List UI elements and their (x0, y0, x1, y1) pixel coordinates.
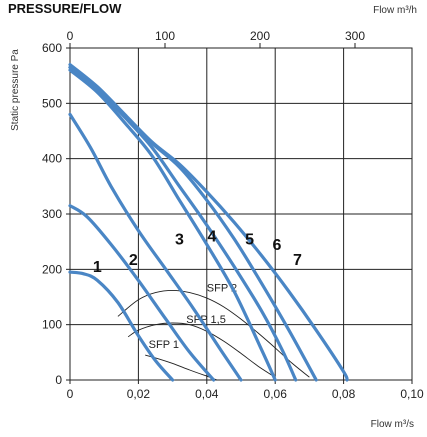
x2-tick-label: 300 (345, 29, 365, 43)
x2-tick-label: 0 (67, 29, 74, 43)
sfp-curve (127, 322, 276, 378)
x-tick-label: 0 (67, 387, 74, 401)
fan-curve-4 (68, 68, 277, 382)
sfp-curve (117, 289, 310, 378)
y-tick-label: 0 (55, 373, 62, 387)
fan-curve-5 (68, 65, 298, 382)
sfp-label: SFP 1,5 (186, 314, 226, 326)
curve-label-4: 4 (207, 229, 216, 246)
x-axis-label: Flow m³/s (371, 419, 414, 430)
y-tick-label: 400 (42, 152, 62, 166)
y-tick-label: 600 (42, 41, 62, 55)
chart-title: PRESSURE/FLOW (8, 1, 122, 16)
fan-curve-2 (68, 204, 216, 382)
y-tick-label: 200 (42, 262, 62, 276)
x-tick-label: 0,10 (400, 387, 424, 401)
x-tick-label: 0,08 (332, 387, 356, 401)
x2-tick-label: 100 (155, 29, 175, 43)
sfp-label: SFP 1 (149, 339, 179, 351)
x-tick-label: 0,06 (264, 387, 288, 401)
y-axis-label: Static pressure Pa (10, 49, 21, 131)
curve-label-5: 5 (245, 231, 254, 248)
tick-labels: 0 0,02 0,04 0,06 0,08 0,10 0 100 200 300 400 500 600… (42, 29, 424, 401)
y-tick-label: 300 (42, 207, 62, 221)
fan-curves (68, 62, 349, 382)
curve-label-1: 1 (93, 259, 102, 276)
fan-curve-1 (68, 270, 175, 382)
x2-tick-label: 200 (250, 29, 270, 43)
y-tick-label: 100 (42, 318, 62, 332)
curve-label-3: 3 (175, 231, 184, 248)
fan-curve-3 (68, 112, 243, 382)
x2-axis-label: Flow m³/h (373, 5, 417, 16)
x-tick-label: 0,04 (195, 387, 219, 401)
grid (66, 43, 413, 384)
curve-label-7: 7 (293, 252, 302, 269)
y-tick-label: 500 (42, 96, 62, 110)
curve-labels: 1 2 3 4 5 67 (93, 229, 302, 276)
fan-curve-7 (68, 62, 349, 382)
curve-label-2: 2 (129, 252, 138, 269)
x-tick-label: 0,02 (127, 387, 151, 401)
curve-label-6: 6 (272, 237, 281, 254)
